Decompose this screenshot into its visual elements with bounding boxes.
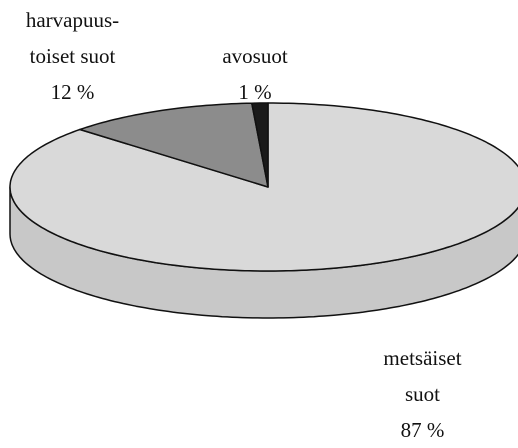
- slice-label: harvapuus- toiset suot 12 %: [0, 2, 145, 110]
- slice-label: avosuot 1 %: [200, 38, 310, 110]
- value-label: 1 %: [238, 80, 272, 104]
- value-label: 87 %: [400, 418, 445, 442]
- category-label: avosuot: [222, 44, 288, 68]
- slice: [79, 102, 269, 188]
- slice: [251, 102, 269, 188]
- category-label: metsäiset suot: [383, 346, 462, 406]
- value-label: 12 %: [50, 80, 95, 104]
- category-label: harvapuus- toiset suot: [25, 8, 120, 68]
- slice: [9, 102, 518, 272]
- slice-label: metsäiset suot 87 %: [355, 340, 490, 448]
